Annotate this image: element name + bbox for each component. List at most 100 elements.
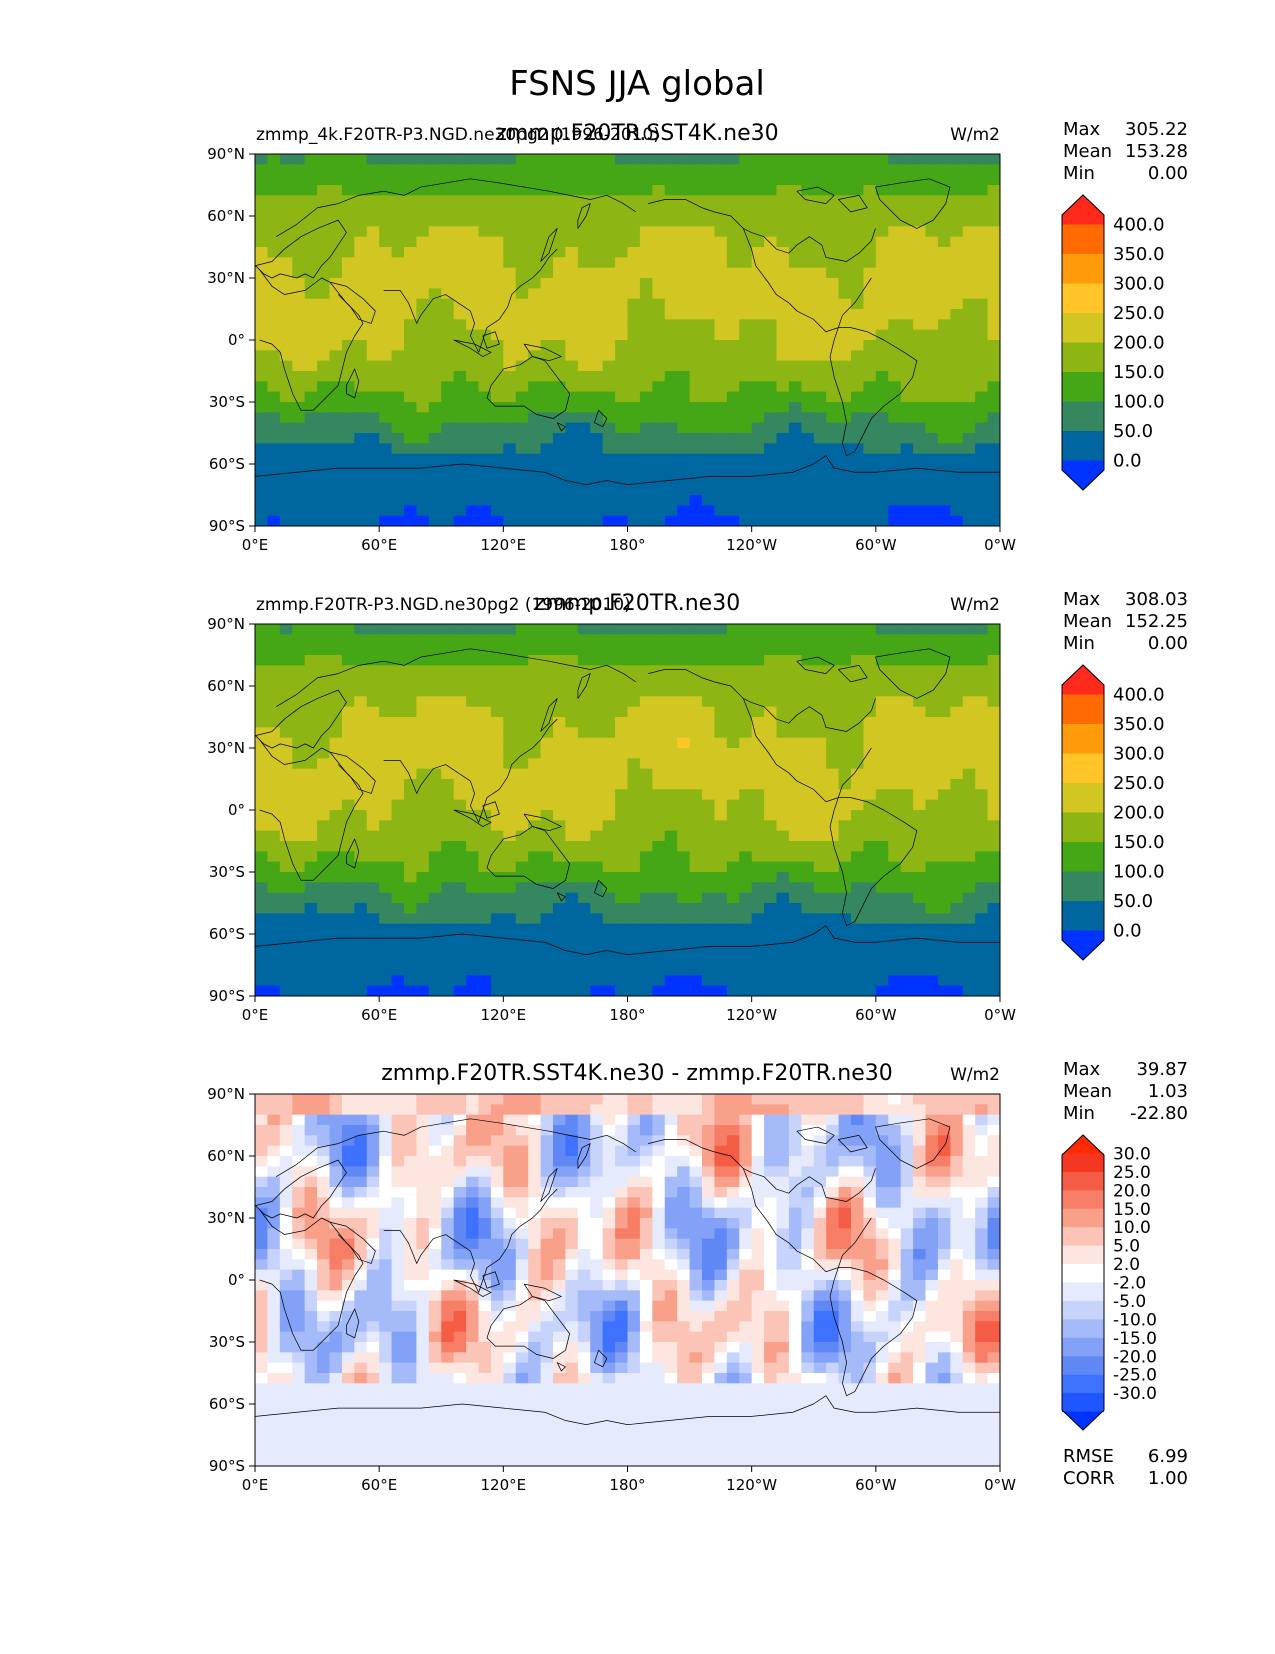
map-cell xyxy=(479,1104,492,1115)
map-cell xyxy=(503,1135,516,1146)
map-cell xyxy=(665,748,678,759)
map-cell xyxy=(777,288,790,299)
map-cell xyxy=(367,257,380,268)
map-cell xyxy=(901,350,914,361)
map-cell xyxy=(888,924,901,935)
map-cell xyxy=(814,464,827,475)
map-cell xyxy=(441,872,454,883)
map-cell xyxy=(305,371,318,382)
map-cell xyxy=(503,882,516,893)
map-cell xyxy=(764,495,777,506)
map-cell xyxy=(702,1104,715,1115)
map-cell xyxy=(392,841,405,852)
map-cell xyxy=(516,903,529,914)
map-cell xyxy=(305,330,318,341)
map-cell xyxy=(640,717,653,728)
map-cell xyxy=(652,505,665,516)
map-cell xyxy=(416,738,429,749)
map-cell xyxy=(975,154,988,165)
map-cell xyxy=(702,278,715,289)
map-cell xyxy=(541,851,554,862)
map-cell xyxy=(988,986,1001,997)
map-cell xyxy=(404,893,417,904)
map-cell xyxy=(714,893,727,904)
map-cell xyxy=(789,882,802,893)
map-cell xyxy=(789,226,802,237)
map-cell xyxy=(739,655,752,666)
map-cell xyxy=(392,789,405,800)
map-cell xyxy=(950,738,963,749)
map-cell xyxy=(553,779,566,790)
map-cell xyxy=(292,748,305,759)
map-cell xyxy=(516,1094,529,1105)
map-cell xyxy=(503,195,516,206)
map-cell xyxy=(267,913,280,924)
map-cell xyxy=(963,206,976,217)
map-cell xyxy=(714,371,727,382)
map-cell xyxy=(317,164,330,175)
map-cell xyxy=(876,789,889,800)
map-cell xyxy=(590,350,603,361)
map-cell xyxy=(404,986,417,997)
map-cell xyxy=(876,278,889,289)
map-cell xyxy=(479,779,492,790)
map-cell xyxy=(565,516,578,527)
map-cell xyxy=(789,474,802,485)
map-cell xyxy=(739,758,752,769)
map-cell xyxy=(677,319,690,330)
map-cell xyxy=(330,789,343,800)
map-cell xyxy=(404,350,417,361)
map-cell xyxy=(429,913,442,924)
map-cell xyxy=(814,443,827,454)
map-cell xyxy=(528,831,541,842)
map-cell xyxy=(988,433,1001,444)
map-cell xyxy=(354,810,367,821)
map-cell xyxy=(516,381,529,392)
map-cell xyxy=(863,624,876,635)
map-cell xyxy=(690,955,703,966)
map-cell xyxy=(764,924,777,935)
map-cell xyxy=(938,851,951,862)
map-cell xyxy=(640,206,653,217)
map-cell xyxy=(503,758,516,769)
map-cell xyxy=(814,278,827,289)
map-cell xyxy=(541,505,554,516)
map-cell xyxy=(516,340,529,351)
map-cell xyxy=(441,738,454,749)
map-cell xyxy=(392,278,405,289)
map-cell xyxy=(541,423,554,434)
map-cell xyxy=(950,268,963,279)
map-cell xyxy=(777,423,790,434)
map-cell xyxy=(901,226,914,237)
map-cell xyxy=(615,257,628,268)
map-cell xyxy=(665,516,678,527)
map-cell xyxy=(752,226,765,237)
map-cell xyxy=(876,1135,889,1146)
map-cell xyxy=(901,624,914,635)
map-cell xyxy=(479,247,492,258)
map-cell xyxy=(454,423,467,434)
map-cell xyxy=(714,350,727,361)
map-cell xyxy=(441,779,454,790)
map-cell xyxy=(342,686,355,697)
map-cell xyxy=(553,634,566,645)
map-cell xyxy=(950,872,963,883)
map-cell xyxy=(752,237,765,248)
map-cell xyxy=(565,423,578,434)
map-cell xyxy=(814,800,827,811)
map-cell xyxy=(714,738,727,749)
map-cell xyxy=(963,748,976,759)
map-cell xyxy=(354,402,367,413)
map-cell xyxy=(801,955,814,966)
map-cell xyxy=(615,392,628,403)
map-cell xyxy=(926,268,939,279)
map-cell xyxy=(267,665,280,676)
map-cell xyxy=(826,402,839,413)
map-cell xyxy=(255,443,268,454)
map-cell xyxy=(863,934,876,945)
map-cell xyxy=(665,862,678,873)
map-cell xyxy=(739,505,752,516)
map-cell xyxy=(528,955,541,966)
map-cell xyxy=(652,185,665,196)
map-cell xyxy=(404,934,417,945)
